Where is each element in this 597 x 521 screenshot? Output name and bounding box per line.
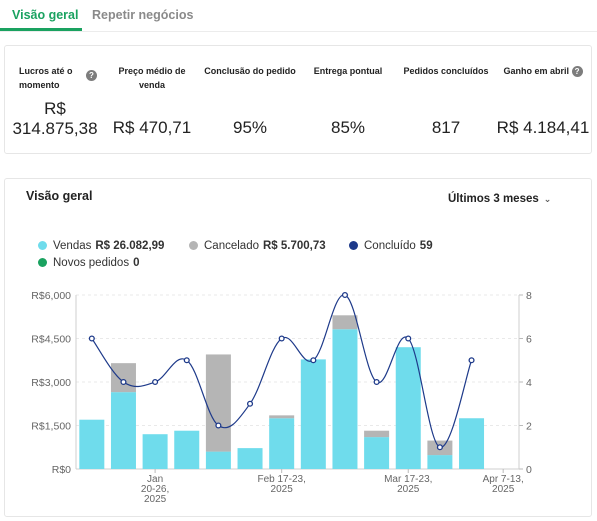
legend-new-orders[interactable]: Novos pedidos 0 [38,257,139,269]
stat-avg-price-value: R$ 470,71 [112,118,192,137]
legend-dot [38,241,47,250]
y-left-tick-label: R$1,500 [31,421,71,433]
bar-sales [332,329,358,469]
bar-sales [427,455,453,469]
bar-sales [269,418,295,469]
line-completed [91,294,473,448]
overview-panel: Visão geral Últimos 3 meses ⌄ Vendas R$ 26… [4,178,592,517]
y-left-tick-label: R$6,000 [31,290,71,302]
bar-cancelled [332,315,358,330]
x-tick-label: Jan [147,474,163,485]
tab-divider [0,31,597,32]
stat-order-completion-value: 95% [232,118,268,137]
point-completed [215,422,222,429]
stat-avg-price-label: Preço médio de venda [118,66,186,90]
tab-bar: Visão geral Repetir negócios [0,0,597,32]
point-completed [310,357,317,364]
x-tick-label: Mar 17-23, [384,474,432,485]
bar-sales [395,347,421,469]
stat-avg-price: Preço médio de venda R$ 470,71 [103,46,201,153]
period-dropdown-value: Últimos 3 meses [448,193,539,205]
x-tick-label: Feb 17-23, [257,474,305,485]
period-dropdown[interactable]: Últimos 3 meses ⌄ [448,193,551,205]
legend-dot [189,241,198,250]
bar-sales [174,430,200,469]
bar-cancelled [205,354,231,452]
bar-sales [110,392,136,469]
bar-sales [79,419,105,469]
stat-order-completion-label: Conclusão do pedido [204,66,296,76]
overview-chart: R$6,000R$4,500R$3,000R$1,500R$086420Jan2… [31,290,532,505]
help-icon[interactable]: ? [571,66,583,78]
point-completed [246,400,254,407]
help-icon[interactable]: ? [86,70,97,81]
x-tick-label: Apr 7-13, [483,474,524,485]
bar-sales [142,434,168,469]
legend-dot [38,258,47,267]
active-tab-indicator [0,28,82,31]
x-tick-label: 2025 [271,484,294,495]
y-right-tick-label: 2 [526,421,532,433]
x-tick-label: 2025 [144,494,167,505]
y-left-tick-label: R$4,500 [31,334,71,346]
point-completed [373,378,380,386]
y-right-tick-label: 0 [526,464,532,476]
stat-profit-value: R$ 314.875,38 [12,99,98,138]
x-tick-label: 2025 [397,484,420,495]
point-completed [183,357,190,364]
x-tick-label: 20-26, [141,484,169,495]
stat-on-time-delivery: Entrega pontual 85% [299,46,397,153]
point-completed [88,335,95,342]
stat-completed-orders-value: 817 [431,118,461,137]
stat-profit-label: Lucros até o momento ? [19,64,103,92]
chevron-down-icon: ⌄ [543,194,552,204]
stat-on-time-delivery-label: Entrega pontual [313,66,383,76]
bar-cancelled [269,415,295,419]
bar-sales [459,418,485,469]
point-completed [120,378,127,386]
legend-sales[interactable]: Vendas R$ 26.082,99 [38,240,164,252]
y-right-tick-label: 6 [526,334,532,346]
point-completed [341,291,349,299]
stats-panel: Lucros até o momento ? R$ 314.875,38 Pre… [4,45,592,154]
point-completed [278,335,285,342]
stat-april-earnings-value: R$ 4.184,41 [496,118,590,137]
stat-profit: Lucros até o momento ? R$ 314.875,38 [5,46,103,153]
bar-sales [205,451,231,469]
x-tick-label: 2025 [492,484,515,495]
point-completed [152,378,159,386]
stat-completed-orders-label: Pedidos concluídos [403,66,489,76]
overview-title: Visão geral [26,189,93,203]
bar-sales [300,359,326,469]
y-left-tick-label: R$0 [52,464,71,476]
y-right-tick-label: 8 [526,290,532,302]
stat-completed-orders: Pedidos concluídos 817 [397,46,495,153]
legend-dot [349,241,358,250]
stat-april-earnings: Ganho em abril ? R$ 4.184,41 [495,46,591,153]
tab-overview[interactable]: Visão geral [12,8,79,22]
stat-april-earnings-label: Ganho em abril ? [495,64,591,78]
legend-cancelled[interactable]: Cancelado R$ 5.700,73 [189,240,326,252]
stat-order-completion: Conclusão do pedido 95% [201,46,299,153]
bar-cancelled [364,430,390,438]
point-completed [405,335,412,342]
y-right-tick-label: 4 [526,377,532,389]
bar-sales [237,448,263,469]
stat-on-time-delivery-value: 85% [330,118,366,137]
bar-cancelled [110,363,136,393]
point-completed [468,357,475,364]
point-completed [436,444,443,451]
y-left-tick-label: R$3,000 [31,377,71,389]
bar-sales [364,437,390,469]
tab-repeat-business[interactable]: Repetir negócios [92,8,194,22]
legend-completed[interactable]: Concluído 59 [349,240,433,252]
